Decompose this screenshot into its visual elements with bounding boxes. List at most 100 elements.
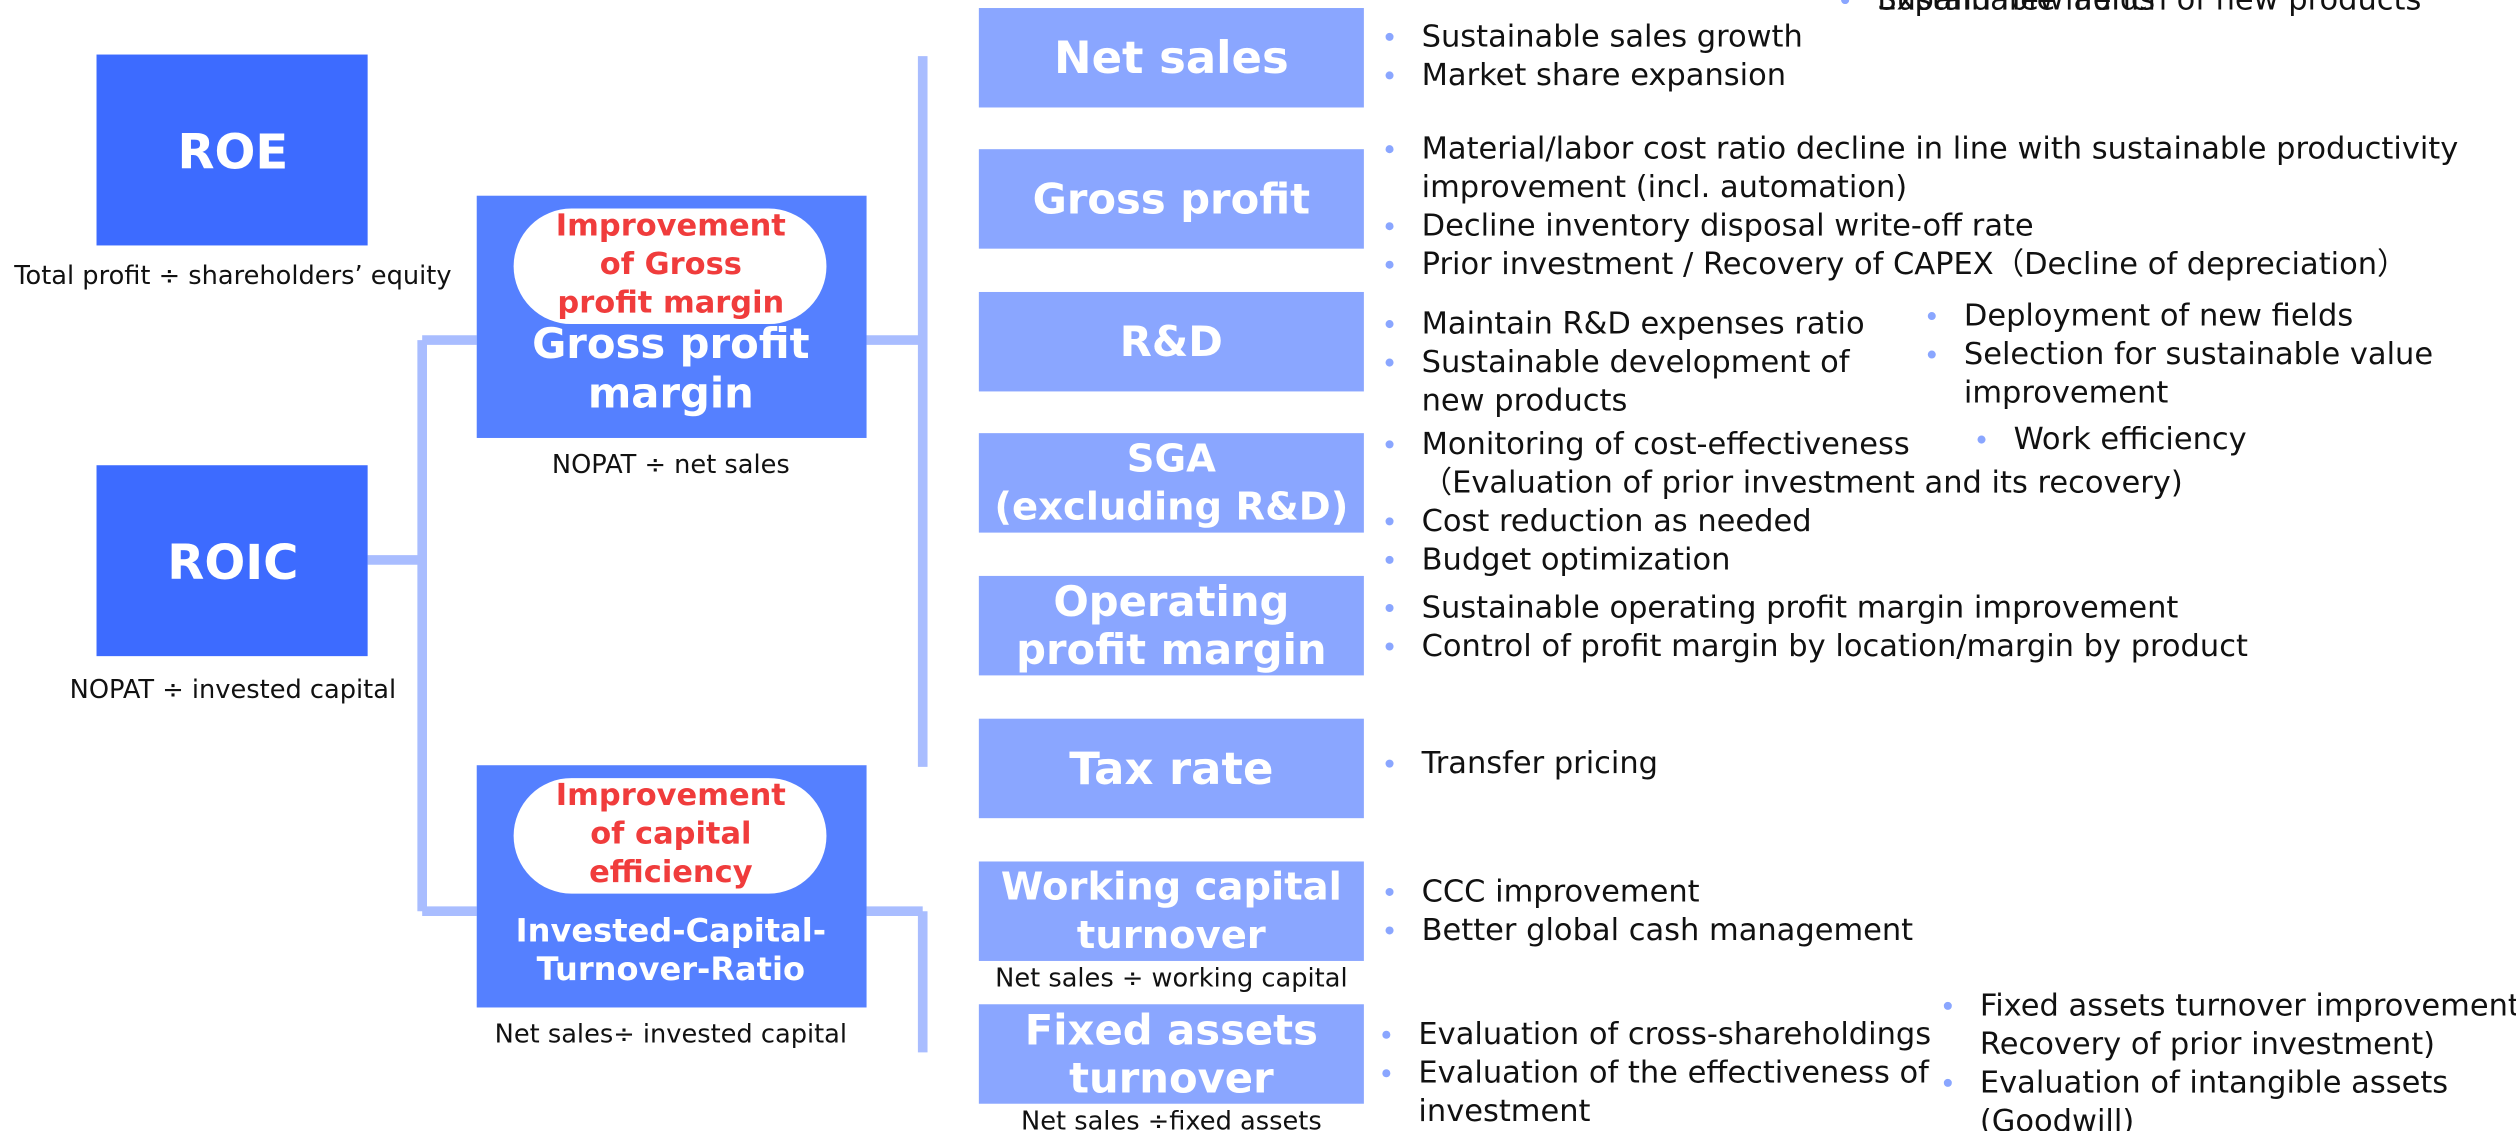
bullet <box>1385 71 1394 80</box>
bullet-text: Sustainable launch of new products <box>1877 0 2421 17</box>
bullet <box>1385 222 1394 231</box>
bullet-text: Cost reduction as needed <box>1422 504 1812 539</box>
lever-formula: Net sales ÷ working capital <box>995 964 1347 994</box>
badge <box>513 778 827 894</box>
lever-label: profit margin <box>1016 625 1326 674</box>
bullet-text: Sustainable sales growth <box>1422 19 1803 54</box>
bullet-text: Work efficiency <box>2014 422 2247 457</box>
driver-formula: NOPAT ÷ net sales <box>552 450 790 480</box>
bullet-text: Transfer pricing <box>1421 746 1658 781</box>
bullet-text: Maintain R&D expenses ratio <box>1422 307 1865 342</box>
driver-formula: Net sales÷ invested capital <box>495 1020 847 1050</box>
bullet <box>1385 260 1394 269</box>
kpi-formula: Total profit ÷ shareholders’ equity <box>13 261 451 291</box>
lever-box <box>978 149 1364 249</box>
bullet-text: (Goodwill) <box>1980 1104 2134 1131</box>
bullet <box>1385 440 1394 449</box>
lever-formula: Net sales ÷fixed assets <box>1021 1106 1322 1131</box>
lever-label: SGA <box>1127 436 1216 481</box>
bullet-text: Monitoring of cost-effectiveness <box>1422 427 1910 462</box>
bullet-text: Expand new fields <box>1877 0 2155 17</box>
bullet-text: improvement <box>1964 376 2168 411</box>
bullet <box>1385 145 1394 154</box>
badge <box>513 208 827 325</box>
driver-label: margin <box>588 369 754 418</box>
kpi-label: ROIC <box>167 535 298 591</box>
bullet-text: Recovery of prior investment) <box>1980 1027 2435 1062</box>
badge-text: efficiency <box>589 855 753 890</box>
bullet <box>1385 887 1394 896</box>
driver-label: Gross profit <box>532 319 810 368</box>
bullet-text: Prior investment / Recovery of CAPEX（Dec… <box>1422 247 2408 282</box>
lever-label: Tax rate <box>1069 742 1273 795</box>
lever-label: (excluding R&D) <box>994 484 1348 529</box>
bullet <box>1385 32 1394 41</box>
kpi-formula: NOPAT ÷ invested capital <box>70 675 396 705</box>
lever-label: Operating <box>1053 577 1289 626</box>
kpi-box <box>96 465 368 657</box>
bullet <box>1385 358 1394 367</box>
connector <box>866 56 928 1053</box>
bullet-text: Deployment of new fields <box>1964 299 2353 334</box>
badge-text: profit margin <box>557 286 784 321</box>
bullet-text: Market share expansion <box>1422 58 1786 93</box>
bullet-text: Budget optimization <box>1422 542 1731 577</box>
lever-box <box>978 291 1364 392</box>
connector <box>367 335 477 917</box>
bullet <box>1841 0 1850 5</box>
bullet-text: （Evaluation of prior investment and its … <box>1422 465 2183 500</box>
bullet <box>1385 926 1394 935</box>
bullet-text: Sustainable operating profit margin impr… <box>1422 591 2179 626</box>
lever-box <box>978 575 1364 676</box>
bullet <box>1385 555 1394 564</box>
lever-label: Fixed assets <box>1025 1005 1318 1054</box>
badge-text: of capital <box>590 817 751 852</box>
kpi-label: ROE <box>177 124 288 180</box>
lever-box <box>978 718 1364 819</box>
bullet <box>1385 517 1394 526</box>
bullet <box>1927 312 1936 321</box>
bullet-text: Control of profit margin by location/mar… <box>1422 629 2248 664</box>
connectors <box>367 56 928 1053</box>
bullet-text: Evaluation of the effectiveness of <box>1418 1056 1930 1091</box>
bullet-text: Fixed assets turnover improvement <box>1980 988 2516 1023</box>
bullet <box>1385 320 1394 329</box>
kpi-box <box>96 54 368 246</box>
badge-text: Improvement <box>556 209 786 244</box>
bullet <box>1927 350 1936 359</box>
lever-box <box>978 8 1364 108</box>
lever-label: Working capital <box>1001 865 1342 910</box>
bullet <box>1943 1078 1952 1087</box>
lever-box <box>978 433 1364 533</box>
lever-label: R&D <box>1120 317 1223 366</box>
bullet-text: Sustainable development of <box>1422 345 1851 380</box>
lever-box <box>978 1004 1364 1104</box>
bullet-text: CCC improvement <box>1422 874 1700 909</box>
bullet-text: Decline inventory disposal write-off rat… <box>1422 209 2034 244</box>
lever-box <box>978 861 1364 961</box>
bullet <box>1382 1069 1391 1078</box>
bullet-text: Selection for sustainable value <box>1964 337 2433 372</box>
bullet-text: Material/labor cost ratio decline in lin… <box>1422 132 2459 167</box>
lever-label: Net sales <box>1054 31 1289 84</box>
bullet <box>1385 642 1394 651</box>
bullet-text: Evaluation of intangible assets <box>1980 1065 2448 1100</box>
bullet <box>1977 435 1986 444</box>
lever-label: turnover <box>1069 1054 1274 1103</box>
bullet-text: Better global cash management <box>1422 913 1914 948</box>
badge-text: of Gross <box>600 247 742 282</box>
bullet <box>1382 1030 1391 1039</box>
bullet <box>1385 604 1394 613</box>
bullet-text: investment <box>1418 1094 1590 1129</box>
bullet <box>1385 759 1394 768</box>
lever-label: Gross profit <box>1033 174 1311 223</box>
driver-label: Invested-Capital- <box>516 911 826 949</box>
badge-text: Improvement <box>556 778 786 813</box>
bullet-text: Evaluation of cross-shareholdings <box>1418 1017 1931 1052</box>
bullet <box>1943 1001 1952 1010</box>
bullet-text: new products <box>1422 384 1628 419</box>
driver-label: Turnover-Ratio <box>537 950 805 988</box>
bullet-text: improvement (incl. automation) <box>1422 170 1908 205</box>
lever-label: turnover <box>1077 913 1266 958</box>
